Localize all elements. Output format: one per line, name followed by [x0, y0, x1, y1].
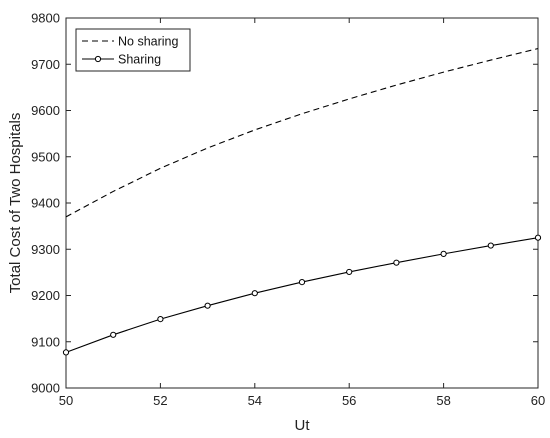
data-point	[440, 250, 447, 257]
y-tick-label: 9500	[31, 149, 60, 164]
data-point	[110, 331, 117, 338]
series-line	[65, 47, 539, 218]
data-point	[534, 234, 542, 241]
y-tick-label: 9300	[31, 242, 60, 257]
legend: No sharing Sharing	[75, 28, 191, 72]
y-tick-label: 9100	[31, 334, 60, 349]
legend-box	[75, 28, 191, 72]
ticks-layer: 50 52 54 56 58 60 9000 9100 9200 9300 9400 9500 9600…	[31, 11, 545, 409]
data-point	[251, 290, 258, 297]
plot-area	[65, 17, 539, 389]
x-tick-label: 50	[59, 393, 73, 408]
series-layer	[62, 47, 542, 356]
x-tick-label: 60	[531, 393, 545, 408]
y-tick-label: 9200	[31, 288, 60, 303]
y-tick-label: 9400	[31, 196, 60, 211]
y-tick-label: 9600	[31, 103, 60, 118]
legend-marker	[94, 55, 102, 63]
y-tick-label: 9700	[31, 57, 60, 72]
plot-frame	[65, 17, 539, 389]
y-tick-label: 9800	[31, 11, 60, 26]
data-point	[298, 278, 306, 286]
series-no-sharing	[65, 47, 539, 218]
x-axis-label: Ut	[295, 417, 311, 434]
data-point	[204, 302, 211, 309]
legend-label: No sharing	[118, 35, 178, 49]
legend-label: Sharing	[118, 53, 161, 67]
legend-item: Sharing	[82, 53, 161, 67]
y-tick-label: 9000	[31, 381, 60, 396]
y-axis-label: Total Cost of Two Hospitals	[7, 113, 24, 294]
x-tick-label: 56	[342, 393, 356, 408]
series-sharing	[62, 234, 542, 356]
x-tick-label: 52	[153, 393, 167, 408]
x-tick-label: 54	[248, 393, 262, 408]
legend-item: No sharing	[82, 35, 178, 49]
data-point	[487, 242, 494, 249]
data-point	[393, 259, 400, 266]
x-tick-label: 58	[436, 393, 450, 408]
data-point	[157, 315, 164, 323]
data-point	[346, 268, 353, 276]
data-point	[62, 349, 70, 356]
